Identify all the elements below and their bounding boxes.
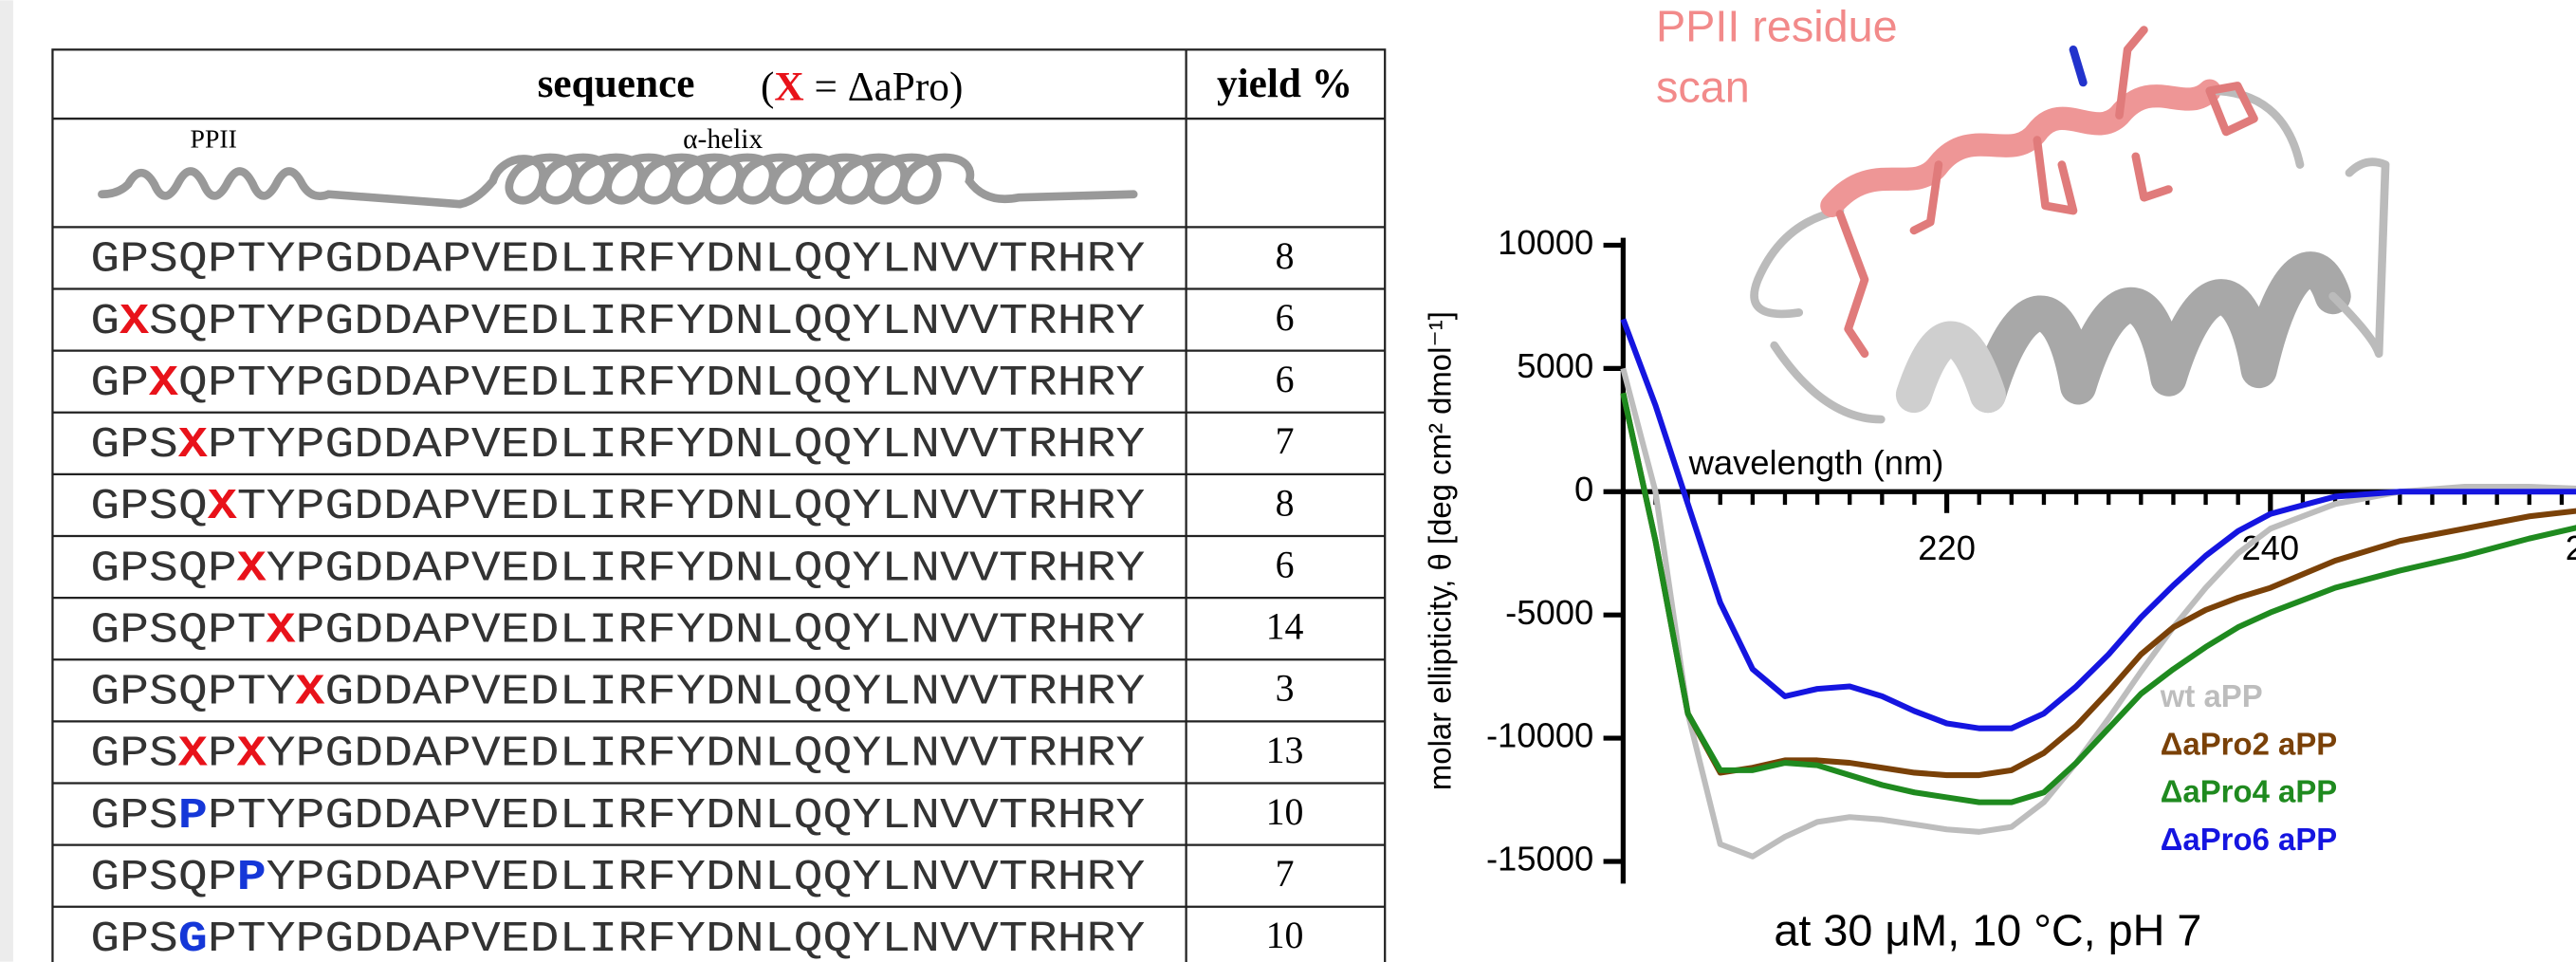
- text-segment: X: [237, 731, 267, 779]
- text-segment: X: [267, 606, 297, 655]
- protein-structure: [1750, 26, 2390, 424]
- text-segment: QPTYPGDDAPVEDLIRFYDNLQQYLNVVTRHRY: [178, 360, 1145, 408]
- text-segment: GPSQP: [90, 854, 236, 902]
- legend-entry: wt aPP: [2160, 678, 2263, 713]
- text-segment: G: [178, 916, 208, 962]
- sequence: GPSQPTY X GDDAPVEDLIRFYDNLQQYLNVVTRHRY: [90, 668, 1145, 716]
- series-line: [1620, 318, 2576, 731]
- text-segment: X: [774, 65, 803, 110]
- yield: 3: [1276, 668, 1295, 710]
- text-segment: GP: [90, 360, 149, 408]
- text-segment: P: [237, 854, 267, 902]
- sequence: GPS G PTYPGDDAPVEDLIRFYDNLQQYLNVVTRHRY: [90, 916, 1145, 962]
- table-frame: [51, 48, 1387, 962]
- series-line: [1620, 367, 2576, 860]
- yield: 10: [1266, 791, 1304, 833]
- text-segment: GPS: [90, 792, 178, 841]
- text-segment: GPS: [90, 731, 178, 779]
- y-tick-label: -5000: [1505, 593, 1593, 632]
- text-segment: GDDAPVEDLIRFYDNLQQYLNVVTRHRY: [324, 668, 1145, 716]
- cd-chart: -15000 -10000 -5000 0 5000 10000 220 240 260 wave…: [1423, 223, 2576, 955]
- yield: 6: [1276, 544, 1295, 585]
- text-segment: YPGDDAPVEDLIRFYDNLQQYLNVVTRHRY: [267, 545, 1146, 593]
- structure-label: PPII residue scan: [1656, 2, 1898, 112]
- text-segment: P: [208, 731, 237, 779]
- legend-entry: ΔaPro4 aPP: [2161, 774, 2337, 809]
- annotation: at 30 μM, 10 °C, pH 7: [1774, 906, 2201, 955]
- yield: 10: [1266, 915, 1304, 956]
- text-segment: X: [296, 668, 326, 716]
- series-line: [1620, 392, 2576, 805]
- sequence: GPSQ X TYPGDDAPVEDLIRFYDNLQQYLNVVTRHRY: [90, 483, 1145, 531]
- sequence: GPSQPTYPGDDAPVEDLIRFYDNLQQYLNVVTRHRY: [90, 236, 1145, 285]
- text-segment: GPSQP: [90, 545, 236, 593]
- page-edge: [0, 0, 13, 962]
- sequence: GPS X PTYPGDDAPVEDLIRFYDNLQQYLNVVTRHRY: [90, 421, 1145, 470]
- y-tick-label: -15000: [1486, 840, 1593, 879]
- text-segment: YPGDDAPVEDLIRFYDNLQQYLNVVTRHRY: [267, 731, 1146, 779]
- yield: 6: [1276, 297, 1295, 339]
- yield: 7: [1276, 853, 1295, 895]
- y-tick-label: 10000: [1498, 223, 1593, 262]
- sequence: GPSQP P YPGDDAPVEDLIRFYDNLQQYLNVVTRHRY: [90, 854, 1145, 902]
- text-segment: YPGDDAPVEDLIRFYDNLQQYLNVVTRHRY: [267, 854, 1146, 902]
- yield: 8: [1276, 235, 1295, 277]
- text-segment: P: [178, 792, 208, 841]
- yield: 8: [1276, 482, 1295, 524]
- text-segment: GPSQPTY: [90, 668, 295, 716]
- sequence: GPSQP X YPGDDAPVEDLIRFYDNLQQYLNVVTRHRY: [90, 545, 1145, 593]
- ppii-label: PPII: [191, 124, 237, 154]
- text-segment: GPSQ: [90, 483, 208, 531]
- yield: 13: [1266, 730, 1304, 771]
- y-tick-label: 0: [1574, 470, 1593, 509]
- x-tick-label: 220: [1918, 528, 1976, 567]
- text-segment: X: [120, 298, 150, 346]
- y-axis-label: molar ellipticity, θ [deg cm² dmol⁻¹]: [1423, 311, 1458, 790]
- yield: 7: [1276, 420, 1295, 462]
- label-line: PPII residue: [1656, 2, 1898, 51]
- text-segment: GPS: [90, 916, 178, 962]
- text-segment: GPSQPT: [90, 606, 266, 655]
- text-segment: SQPTYPGDDAPVEDLIRFYDNLQQYLNVVTRHRY: [149, 298, 1145, 346]
- header-note: (X = ΔaPro): [761, 65, 963, 110]
- text-segment: GPSQPTYPGDDAPVEDLIRFYDNLQQYLNVVTRHRY: [90, 236, 1145, 285]
- sequence: GPS X P X YPGDDAPVEDLIRFYDNLQQYLNVVTRHRY: [90, 731, 1145, 779]
- yield: 14: [1266, 606, 1304, 648]
- yield-header: yield %: [1217, 61, 1352, 106]
- sequence: GP X QPTYPGDDAPVEDLIRFYDNLQQYLNVVTRHRY: [90, 360, 1145, 408]
- label-line: scan: [1656, 63, 1750, 112]
- text-segment: (: [761, 65, 774, 110]
- text-segment: X: [208, 483, 238, 531]
- yield: 6: [1276, 359, 1295, 400]
- text-segment: X: [178, 731, 209, 779]
- text-segment: X: [178, 421, 209, 470]
- x-tick-label: 260: [2566, 528, 2576, 567]
- y-tick-label: -10000: [1486, 716, 1593, 755]
- sequence: G X SQPTYPGDDAPVEDLIRFYDNLQQYLNVVTRHRY: [90, 298, 1145, 346]
- x-axis-label: wavelength (nm): [1688, 443, 1944, 482]
- text-segment: PTYPGDDAPVEDLIRFYDNLQQYLNVVTRHRY: [208, 792, 1145, 841]
- table-body: GPSQPTYPGDDAPVEDLIRFYDNLQQYLNVVTRHRY 8G X S…: [52, 226, 1386, 962]
- text-segment: X: [237, 545, 267, 593]
- sequence: GPS P PTYPGDDAPVEDLIRFYDNLQQYLNVVTRHRY: [90, 792, 1145, 841]
- text-segment: TYPGDDAPVEDLIRFYDNLQQYLNVVTRHRY: [237, 483, 1146, 531]
- text-segment: PTYPGDDAPVEDLIRFYDNLQQYLNVVTRHRY: [208, 916, 1145, 962]
- text-segment: PGDDAPVEDLIRFYDNLQQYLNVVTRHRY: [296, 606, 1146, 655]
- sequence-header: sequence: [538, 61, 695, 106]
- text-segment: = ΔaPro): [804, 65, 964, 110]
- x-tick-label: 240: [2241, 528, 2299, 567]
- text-segment: PTYPGDDAPVEDLIRFYDNLQQYLNVVTRHRY: [208, 421, 1145, 470]
- legend-entry: ΔaPro2 aPP: [2161, 726, 2337, 761]
- text-segment: GPS: [90, 421, 178, 470]
- helix-label: α-helix: [683, 124, 763, 155]
- y-tick-label: 5000: [1517, 346, 1593, 385]
- structure-diagram: [98, 153, 1138, 209]
- legend-entry: ΔaPro6 aPP: [2161, 822, 2337, 857]
- text-segment: G: [90, 298, 120, 346]
- text-segment: X: [149, 360, 179, 408]
- sequence: GPSQPT X PGDDAPVEDLIRFYDNLQQYLNVVTRHRY: [90, 606, 1145, 655]
